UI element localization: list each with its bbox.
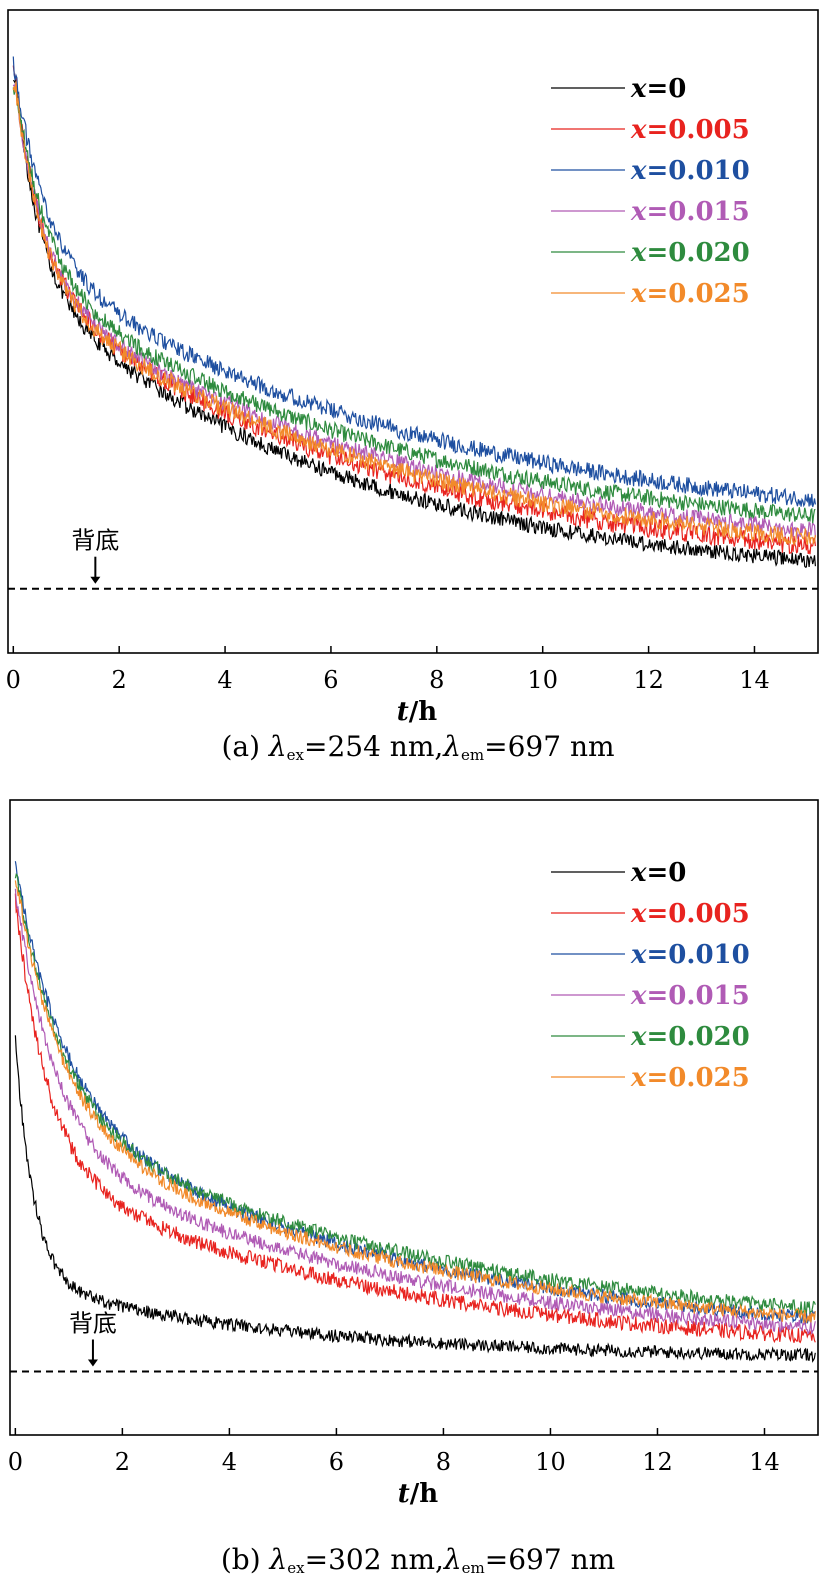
plot-frame	[9, 799, 819, 1436]
series-line-4	[12, 86, 816, 524]
x-tick-label: 14	[749, 1448, 780, 1476]
legend-label: x=0.005	[630, 899, 750, 929]
caption-b-sep: ,	[435, 1543, 444, 1576]
caption-a: (a) λex=254 nm,λem=697 nm	[0, 730, 836, 764]
x-tick-label: 10	[527, 666, 558, 694]
caption-a-ex-sub: ex	[286, 746, 304, 764]
caption-b-em-value: =697 nm	[484, 1543, 616, 1576]
legend-label: x=0.010	[630, 940, 750, 970]
background-label: 背底	[71, 527, 119, 555]
chart-a: 背底0 2 4 6 8 10 12 14t/hx=0x=0.005x=0.010x=0.015…	[6, 9, 819, 727]
legend-value: =0.010	[647, 156, 750, 186]
series-line-3	[14, 888, 816, 1336]
x-axis-var: t	[398, 1479, 410, 1509]
legend-var: x	[630, 940, 647, 970]
x-axis-var: t	[397, 697, 409, 727]
legend-value: =0.005	[647, 115, 750, 145]
series-line-2	[12, 56, 816, 508]
x-tick-label: 2	[112, 666, 127, 694]
lambda-symbol: λ	[443, 1543, 462, 1576]
legend-value: =0.010	[647, 940, 750, 970]
legend-label: x=0.015	[630, 981, 750, 1011]
legend-var: x	[630, 74, 647, 104]
legend-var: x	[630, 238, 647, 268]
legend-var: x	[630, 156, 647, 186]
legend-label: x=0.015	[630, 197, 750, 227]
legend-value: =0.015	[647, 197, 750, 227]
x-tick-label: 0	[8, 1448, 23, 1476]
legend-value: =0.020	[647, 238, 750, 268]
x-tick-label: 4	[217, 666, 232, 694]
x-axis-unit: /h	[410, 1479, 438, 1509]
legend-var: x	[630, 197, 647, 227]
lambda-symbol: λ	[443, 730, 462, 763]
x-tick-label: 10	[535, 1448, 566, 1476]
x-tick-label: 12	[633, 666, 664, 694]
legend-label: x=0.025	[630, 279, 750, 309]
legend-label: x=0.025	[630, 1063, 750, 1093]
legend-label: x=0	[630, 858, 686, 888]
legend-label: x=0	[630, 74, 686, 104]
background-label: 背底	[69, 1310, 117, 1338]
legend-label: x=0.010	[630, 156, 750, 186]
caption-b: (b) λex=302 nm,λem=697 nm	[0, 1543, 836, 1577]
caption-a-em-sub: em	[461, 746, 485, 764]
lambda-symbol: λ	[268, 730, 287, 763]
x-axis-label: t/h	[397, 697, 438, 727]
legend-value: =0.025	[647, 279, 750, 309]
legend-value: =0	[647, 74, 687, 104]
x-axis-unit: /h	[409, 697, 437, 727]
caption-a-em-value: =697 nm	[484, 730, 615, 763]
panel-a: 背底 0 2 4 6 8 10 12 14 t/h x=0 x=0.005 x=0.010 x=0.015…	[0, 0, 836, 780]
caption-a-sep: ,	[434, 730, 444, 763]
plot-frame	[7, 9, 819, 654]
down-arrow-icon	[90, 576, 101, 584]
series-line-0	[14, 1035, 816, 1363]
legend-var: x	[630, 1063, 647, 1093]
series-line-4	[14, 873, 816, 1315]
x-tick-label: 6	[329, 1448, 344, 1476]
legend-value: =0.020	[647, 1022, 750, 1052]
legend-label: x=0.005	[630, 115, 750, 145]
panel-b: 背底 0 2 4 6 8 10 12 14 t/h x=0 x=0.005 x=0.010 x=0.015…	[0, 790, 836, 1590]
x-tick-label: 12	[642, 1448, 673, 1476]
x-tick-label: 8	[436, 1448, 451, 1476]
legend-var: x	[630, 1022, 647, 1052]
chart-b: 背底0 2 4 6 8 10 12 14t/hx=0x=0.005x=0.010x=0.015…	[8, 799, 819, 1509]
x-tick-label: 8	[429, 666, 444, 694]
caption-b-prefix: (b)	[220, 1543, 270, 1576]
legend-value: =0	[647, 858, 687, 888]
series-line-0	[12, 76, 816, 568]
down-arrow-icon	[87, 1359, 98, 1367]
lambda-symbol: λ	[269, 1543, 288, 1576]
caption-b-ex-value: =302 nm	[304, 1543, 435, 1576]
x-tick-label: 6	[323, 666, 338, 694]
x-tick-label: 0	[6, 666, 21, 694]
legend-var: x	[630, 858, 647, 888]
caption-a-ex-value: =254 nm	[304, 730, 435, 763]
legend-value: =0.005	[647, 899, 750, 929]
caption-a-prefix: (a)	[221, 730, 269, 763]
series-line-3	[12, 82, 816, 540]
legend-label: x=0.020	[630, 238, 750, 268]
legend-label: x=0.020	[630, 1022, 750, 1052]
caption-b-ex-sub: ex	[287, 1559, 305, 1577]
series-line-5	[14, 880, 816, 1323]
legend-var: x	[630, 981, 647, 1011]
legend-value: =0.015	[647, 981, 750, 1011]
caption-b-em-sub: em	[461, 1559, 485, 1577]
legend-var: x	[630, 115, 647, 145]
series-line-1	[14, 893, 816, 1344]
legend-value: =0.025	[647, 1063, 750, 1093]
series-line-5	[12, 81, 816, 547]
legend-var: x	[630, 279, 647, 309]
x-tick-label: 2	[115, 1448, 130, 1476]
x-tick-label: 14	[739, 666, 770, 694]
legend-var: x	[630, 899, 647, 929]
x-axis-label: t/h	[398, 1479, 439, 1509]
x-tick-label: 4	[222, 1448, 237, 1476]
